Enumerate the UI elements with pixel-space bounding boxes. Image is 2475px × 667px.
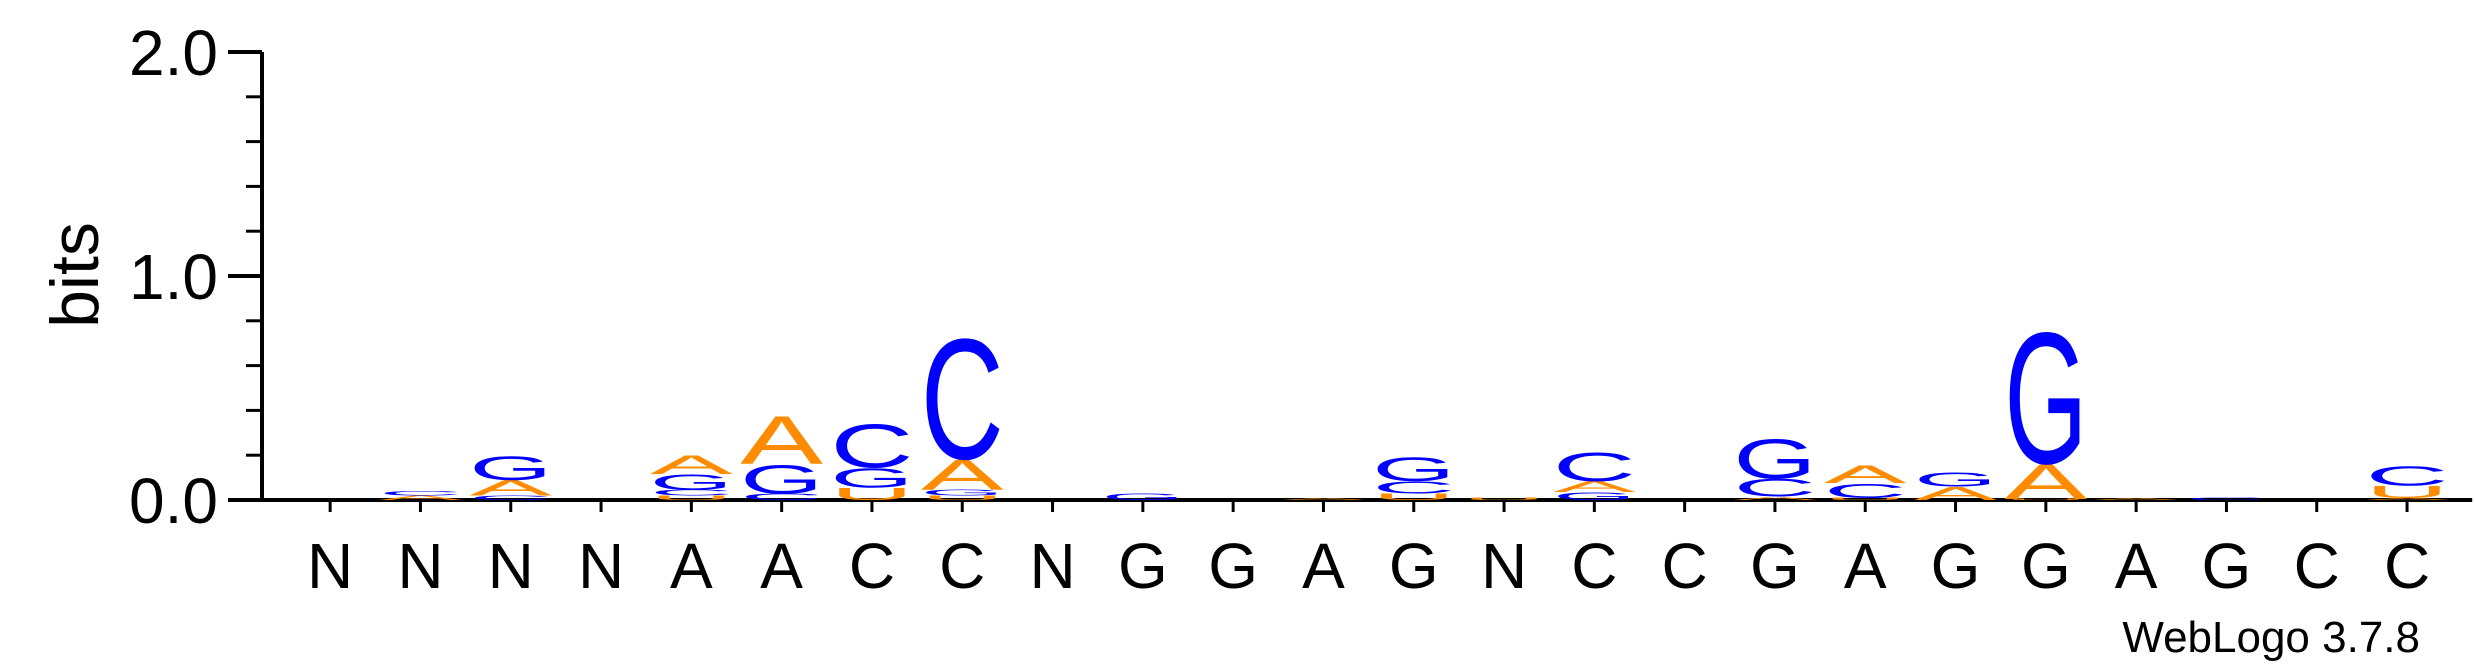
x-tick-label: N xyxy=(1029,530,1075,602)
x-tick-label: G xyxy=(1931,530,1981,602)
logo-letter-C: C xyxy=(1372,478,1455,497)
logo-letter-G: G xyxy=(1733,429,1816,492)
y-axis: 0.0 1.0 2.0 xyxy=(129,17,264,537)
logo-letter-A: A xyxy=(1734,496,1817,501)
x-tick-label: A xyxy=(2115,530,2158,602)
logo-letter-A: A xyxy=(379,494,462,501)
logo-letter-G: G xyxy=(740,457,823,502)
x-tick-label: N xyxy=(488,530,534,602)
x-tick-label: G xyxy=(1208,530,1258,602)
logo-letter-U: U xyxy=(2004,499,2087,501)
x-tick-label: N xyxy=(307,530,353,602)
logo-letter-G: G xyxy=(650,470,733,494)
x-tick-label: G xyxy=(2202,530,2252,602)
logo-letter-A: A xyxy=(1914,483,1997,504)
logo-letter-C: C xyxy=(921,305,1004,497)
logo-letter-C: C xyxy=(740,492,823,502)
logo-letter-A: A xyxy=(1553,478,1636,496)
y-tick-label: 0.0 xyxy=(129,465,218,537)
logo-letter-U: U xyxy=(2366,482,2449,501)
x-tick-label: A xyxy=(670,530,713,602)
x-tick-label: C xyxy=(1571,530,1617,602)
logo-letter-A: A xyxy=(2366,497,2449,500)
logo-letter-G: G xyxy=(1372,450,1455,489)
logo-letter-U: U xyxy=(921,494,1004,501)
y-tick-label: 2.0 xyxy=(129,17,218,89)
y-axis-label: bits xyxy=(37,222,113,328)
logo-letter-A: A xyxy=(2095,497,2178,500)
x-tick-label: G xyxy=(1750,530,1800,602)
x-tick-label: C xyxy=(1662,530,1708,602)
logo-letter-C: C xyxy=(650,489,733,498)
logo-letter-U: U xyxy=(650,494,733,501)
x-tick-label: G xyxy=(2021,530,2071,602)
logo-letter-U: U xyxy=(1463,497,1546,500)
x-tick-label: G xyxy=(1118,530,1168,602)
logo-letter-G: G xyxy=(921,488,1004,497)
logo-letter-A: A xyxy=(650,451,733,481)
logo-letter-U: U xyxy=(1372,492,1455,502)
logo-letter-U: U xyxy=(1824,497,1907,500)
logo-letter-A: A xyxy=(469,476,553,501)
logo-letter-G: G xyxy=(2004,295,2087,504)
logo-letter-C: C xyxy=(469,494,552,501)
logo-letter-G: G xyxy=(1914,468,1997,491)
logo-letter-C: C xyxy=(1553,445,1636,490)
x-tick-label: A xyxy=(1844,530,1887,602)
x-tick-label: N xyxy=(1481,530,1527,602)
logo-letter-A: A xyxy=(921,450,1004,499)
logo-letter-G: G xyxy=(1101,492,1184,503)
logo-letter-C: C xyxy=(1733,474,1816,502)
x-tick-label: G xyxy=(1389,530,1439,602)
x-tick-label: C xyxy=(2294,530,2340,602)
logo-letter-U: U xyxy=(830,485,913,504)
x-tick-label: N xyxy=(578,530,624,602)
weblogo-version-label: WebLogo 3.7.8 xyxy=(2122,613,2420,662)
x-tick-label: A xyxy=(1302,530,1345,602)
logo-letter-A: A xyxy=(740,402,823,479)
logo-letter-C: C xyxy=(2366,460,2449,492)
x-tick-label: C xyxy=(849,530,895,602)
logo-letter-G: G xyxy=(830,462,913,494)
x-tick-label: A xyxy=(760,530,803,602)
logo-letter-C: C xyxy=(2185,497,2268,500)
logo-letter-A: A xyxy=(2005,454,2088,510)
logo-letter-A: A xyxy=(1824,461,1907,489)
x-tick-label: C xyxy=(939,530,985,602)
x-tick-label: N xyxy=(397,530,443,602)
logo-letter-A: A xyxy=(1282,497,1365,500)
logo-letter-C: C xyxy=(830,411,913,481)
logo-letter-G: G xyxy=(469,449,552,488)
x-tick-label: C xyxy=(2384,530,2430,602)
y-tick-label: 1.0 xyxy=(129,241,218,313)
logo-letter-C: C xyxy=(1824,479,1907,502)
logo-letter-C: C xyxy=(379,490,462,497)
logo-letter-G: G xyxy=(1553,490,1636,502)
